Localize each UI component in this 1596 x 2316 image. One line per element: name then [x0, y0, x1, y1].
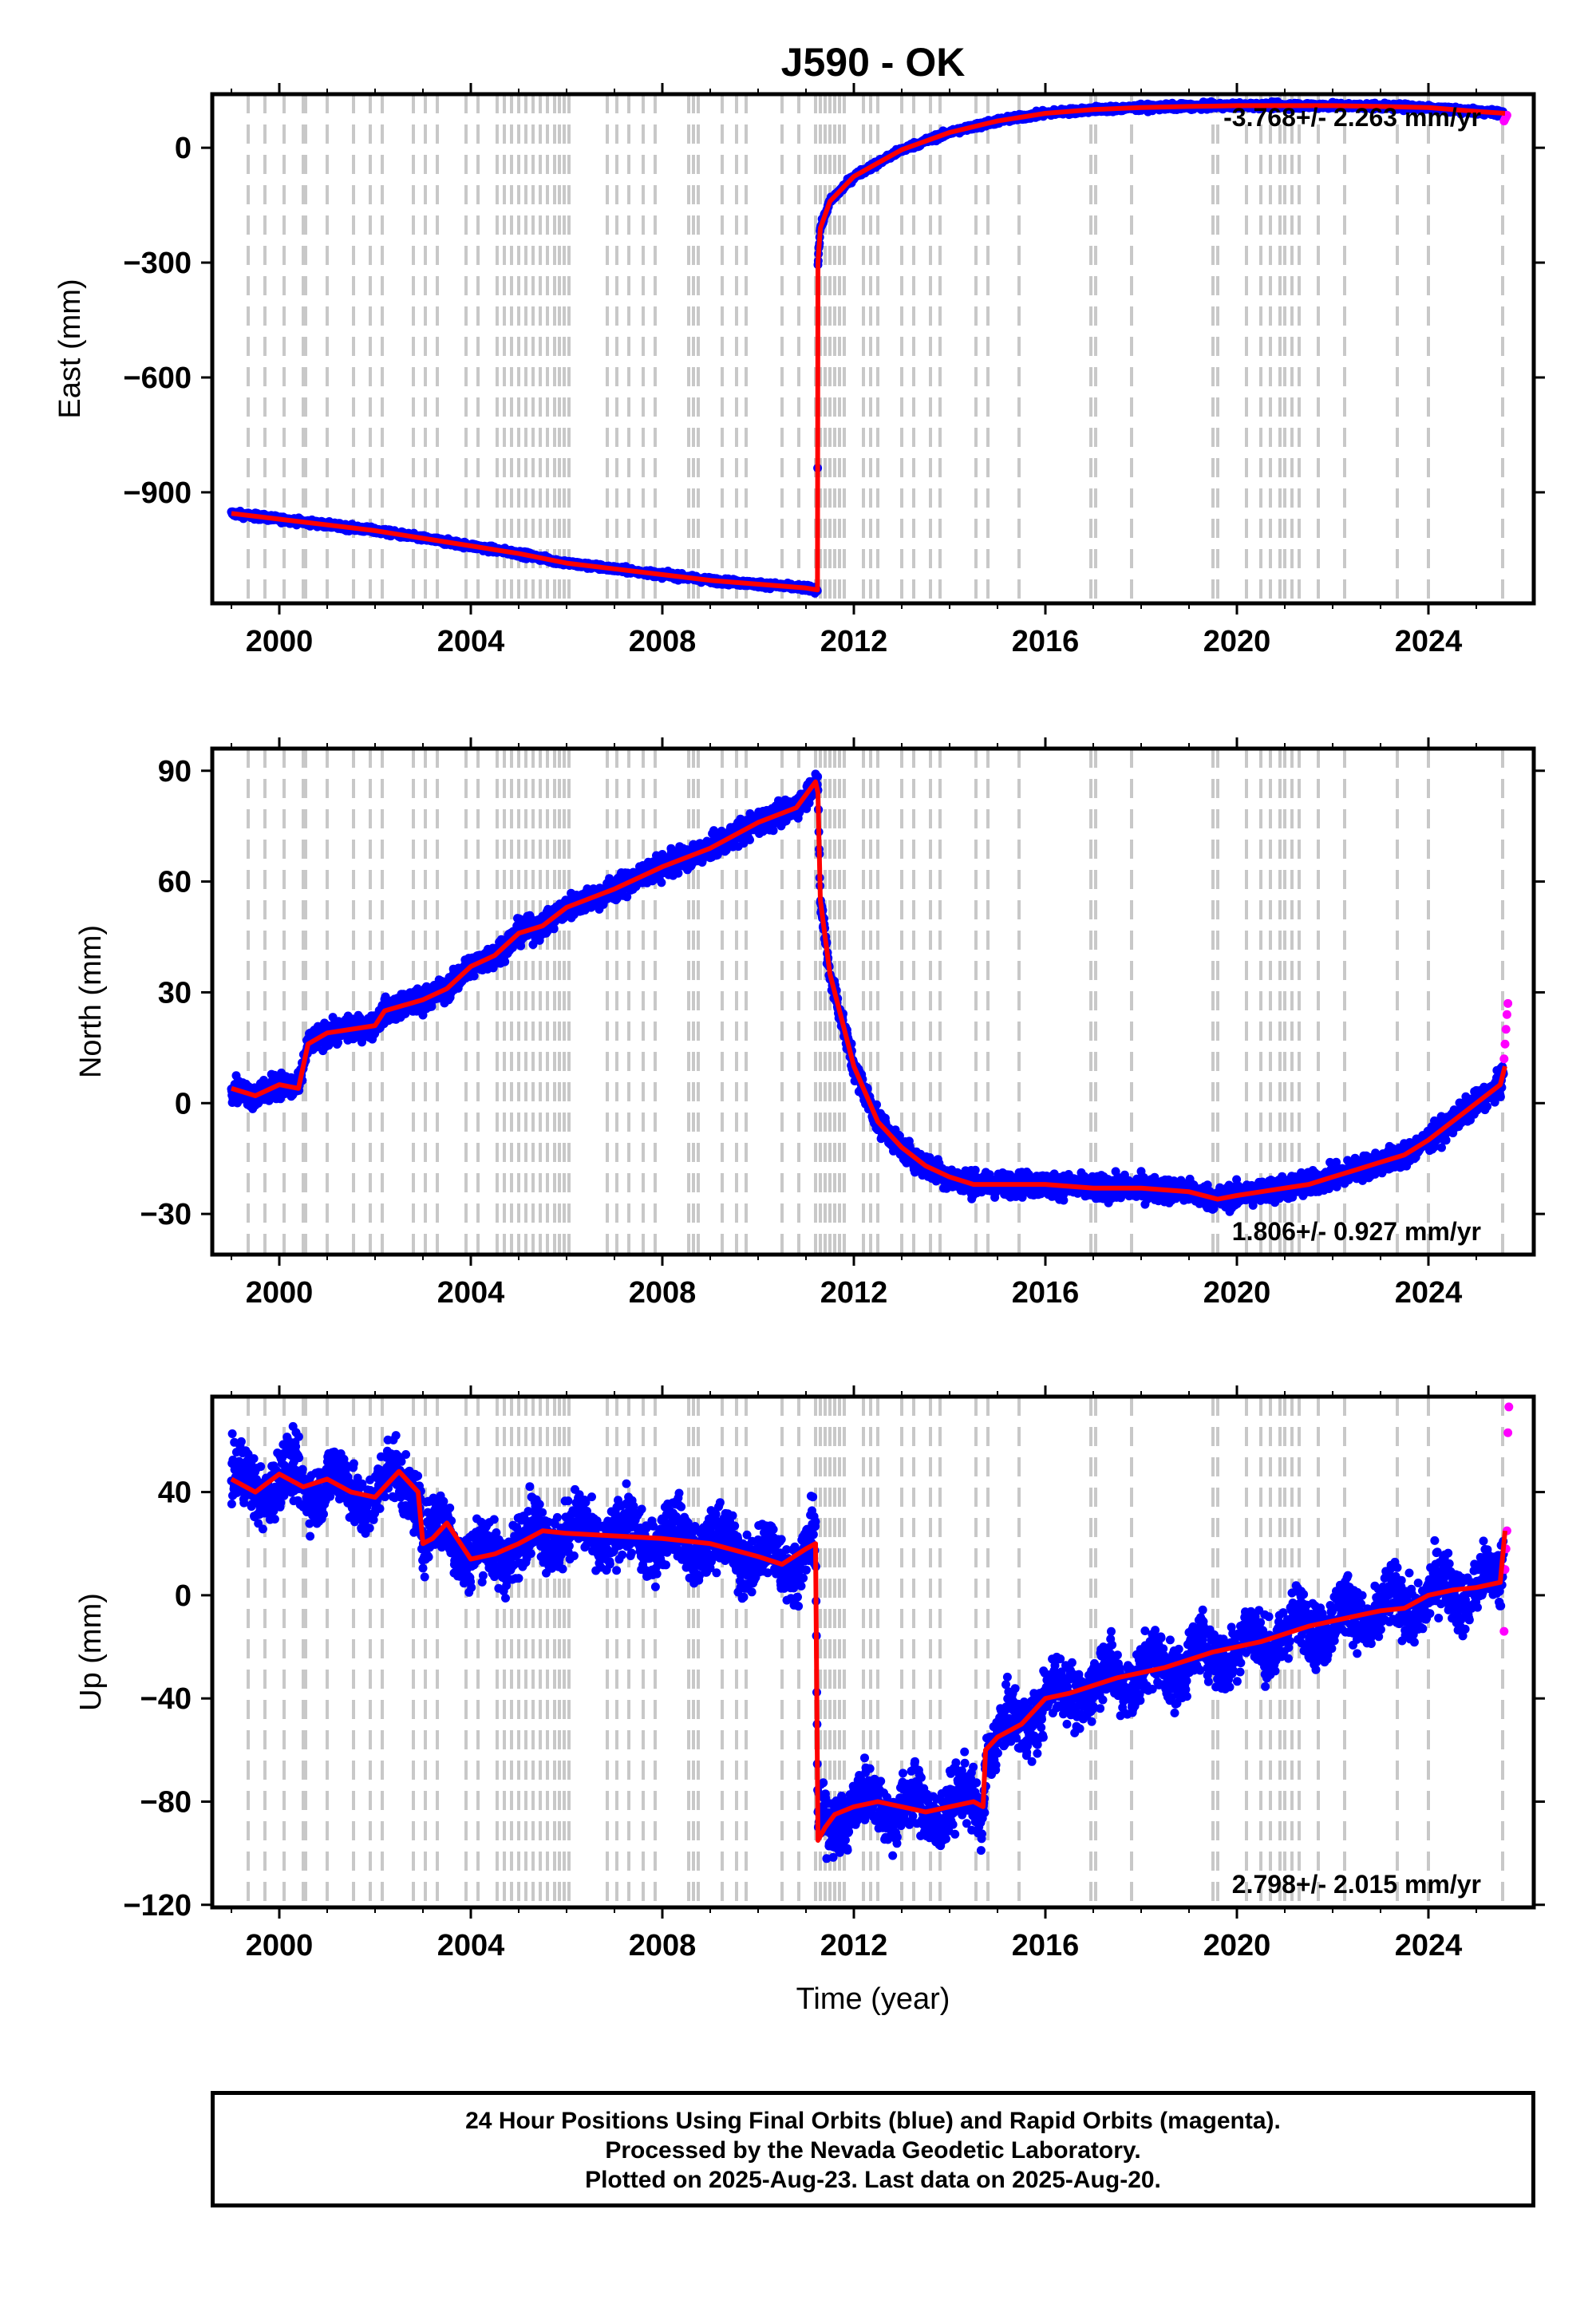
plot-area-east — [227, 94, 1511, 603]
x-tick-label: 2012 — [820, 625, 888, 658]
y-axis-label-east: East (mm) — [53, 279, 87, 418]
x-tick-label: 2008 — [629, 625, 697, 658]
x-tick-label: 2000 — [246, 625, 314, 658]
plot-area-north — [227, 749, 1513, 1255]
x-tick-label: 2004 — [437, 625, 505, 658]
y-tick-label: −900 — [123, 476, 192, 510]
x-tick-label: 2024 — [1395, 625, 1463, 658]
y-tick-label: −300 — [123, 247, 192, 280]
y-tick-label: 0 — [175, 132, 192, 165]
model-line — [231, 103, 1506, 593]
y-tick-label: −600 — [123, 362, 192, 395]
x-tick-label: 2016 — [1012, 625, 1080, 658]
chart-title: J590 - OK — [781, 40, 966, 85]
panels-layer: 2000 2004 2008 2012 2016 2020 2024 −900 −600 −300… — [53, 83, 1545, 1962]
panel-east: 2000 2004 2008 2012 2016 2020 2024 −900 −600 −300… — [53, 83, 1545, 658]
panel-north: 2000 2004 2008 2012 2016 2020 2024−300306090No… — [74, 737, 1545, 1310]
x-tick-label: 2020 — [1203, 625, 1271, 658]
rate-label-east: -3.768+/- 2.263 mm/yr — [1223, 103, 1481, 132]
